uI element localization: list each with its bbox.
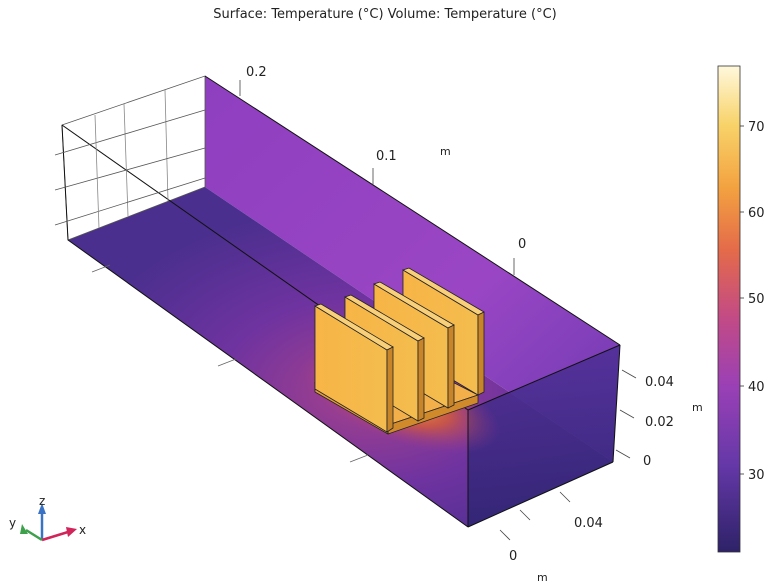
end-face xyxy=(468,345,620,527)
colorbar-tick: 40 xyxy=(748,380,765,395)
z-axis-unit: m xyxy=(692,401,703,414)
axis-triad[interactable]: z x y xyxy=(9,494,86,542)
plot-title: Surface: Temperature (°C) Volume: Temper… xyxy=(213,7,557,22)
colorbar-tick: 50 xyxy=(748,292,765,307)
y-tick-label: 0 xyxy=(518,237,526,252)
colorbar-tick: 30 xyxy=(748,468,765,483)
triad-y-label: y xyxy=(9,516,16,530)
colorbar-tick: 60 xyxy=(748,206,765,221)
triad-z-label: z xyxy=(39,494,45,508)
x-axis-unit: m xyxy=(537,571,548,584)
x-axis xyxy=(499,491,571,541)
y-tick-label: 0.1 xyxy=(376,149,397,164)
color-legend: 70 60 50 40 30 xyxy=(717,65,765,553)
triad-x-label: x xyxy=(79,523,86,537)
colorbar-tick: 70 xyxy=(748,120,765,135)
y-axis-unit: m xyxy=(440,145,451,158)
colorbar-gradient xyxy=(717,65,741,553)
x-tick-label: 0.04 xyxy=(574,516,603,531)
floor-ticks xyxy=(91,264,369,463)
z-tick-label: 0.04 xyxy=(645,375,674,390)
z-tick-label: 0 xyxy=(643,454,651,469)
y-axis xyxy=(239,80,515,275)
fin-1 xyxy=(314,303,394,433)
z-axis xyxy=(615,369,637,459)
heatsink-fins xyxy=(314,267,485,433)
z-tick-label: 0.02 xyxy=(645,415,674,430)
y-tick-label: 0.2 xyxy=(246,65,267,80)
x-tick-label: 0 xyxy=(509,549,517,564)
back-wall xyxy=(205,76,620,462)
grid-frame xyxy=(54,75,621,528)
